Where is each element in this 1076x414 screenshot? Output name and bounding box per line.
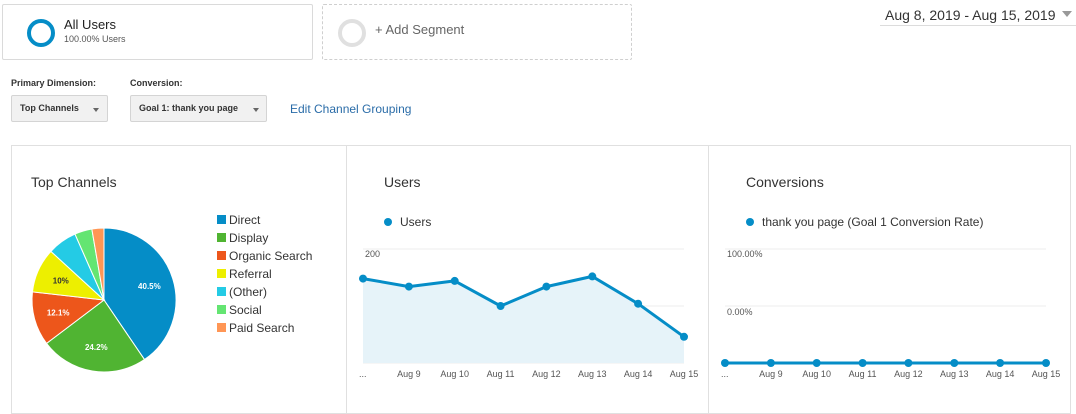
add-segment-button[interactable]: + Add Segment xyxy=(322,4,632,60)
legend-swatch xyxy=(217,269,226,278)
y-tick-label: 100.00% xyxy=(727,249,763,259)
legend-label: Direct xyxy=(229,213,261,227)
x-tick-label: Aug 10 xyxy=(802,369,831,379)
series-dot-icon xyxy=(746,218,754,226)
legend-label: Paid Search xyxy=(229,321,295,335)
primary-dimension-label: Primary Dimension: xyxy=(11,78,97,88)
primary-dimension-dropdown[interactable]: Top Channels xyxy=(11,95,108,122)
x-tick-label: Aug 13 xyxy=(940,369,969,379)
data-point xyxy=(766,359,775,367)
conversion-dropdown[interactable]: Goal 1: thank you page xyxy=(130,95,267,122)
segment-ring-icon xyxy=(27,19,55,47)
pie-slice xyxy=(45,299,146,373)
data-point xyxy=(496,302,505,310)
segment-placeholder-icon xyxy=(338,19,366,47)
legend-swatch xyxy=(217,305,226,314)
pie-slice-label: 40.5% xyxy=(138,282,161,291)
add-segment-label: + Add Segment xyxy=(375,22,465,37)
x-tick-label: Aug 15 xyxy=(670,369,699,379)
top-channels-panel: Top Channels 40.5% 24.2% 12.1% 10% Direct Di… xyxy=(11,145,347,414)
y-tick-label: 0.00% xyxy=(727,307,753,317)
data-point xyxy=(634,299,643,308)
legend-swatch xyxy=(217,287,226,296)
data-point xyxy=(904,359,913,367)
data-point xyxy=(404,282,413,291)
pie-slice-label: 24.2% xyxy=(85,343,108,352)
conversions-panel: Conversions thank you page (Goal 1 Conve… xyxy=(708,145,1071,414)
data-point xyxy=(812,359,821,367)
data-point xyxy=(858,359,867,367)
x-tick-label: Aug 11 xyxy=(849,369,877,379)
y-tick-label: 200 xyxy=(365,249,380,259)
series-name: thank you page (Goal 1 Conversion Rate) xyxy=(762,215,984,229)
legend-swatch xyxy=(217,323,226,332)
legend-label: Referral xyxy=(229,267,272,281)
x-tick-label: ... xyxy=(359,369,367,379)
data-point xyxy=(996,359,1005,367)
legend-swatch xyxy=(217,215,226,224)
x-tick-label: Aug 12 xyxy=(532,369,561,379)
data-point xyxy=(680,332,688,341)
chevron-down-icon xyxy=(253,108,259,112)
x-tick-label: Aug 12 xyxy=(894,369,923,379)
x-tick-label: ... xyxy=(721,369,729,379)
segment-percent: 100.00% Users xyxy=(64,34,126,44)
data-point xyxy=(721,359,729,367)
legend-swatch xyxy=(217,251,226,260)
conversions-chart: 100.00% 0.00%... Aug 9 Aug 10 Aug 11 Aug 12 Au… xyxy=(721,248,1061,379)
x-tick-label: Aug 14 xyxy=(986,369,1015,379)
legend-label: (Other) xyxy=(229,285,268,299)
data-point xyxy=(359,274,367,283)
pie-slice-label: 10% xyxy=(53,276,69,285)
series-line xyxy=(362,274,685,339)
date-range-text: Aug 8, 2019 - Aug 15, 2019 xyxy=(885,7,1056,23)
x-tick-label: Aug 9 xyxy=(759,369,783,379)
chevron-down-icon xyxy=(1062,11,1072,17)
segment-all-users[interactable]: All Users 100.00% Users xyxy=(2,4,313,60)
data-point xyxy=(542,282,551,291)
date-range-picker[interactable]: Aug 8, 2019 - Aug 15, 2019 xyxy=(880,6,1076,26)
conversion-label: Conversion: xyxy=(130,78,183,88)
primary-dimension-value: Top Channels xyxy=(20,103,79,113)
x-tick-label: Aug 10 xyxy=(440,369,469,379)
legend-label: Organic Search xyxy=(229,249,313,263)
x-tick-label: Aug 15 xyxy=(1032,369,1061,379)
legend-swatch xyxy=(217,233,226,242)
area-fill xyxy=(363,276,684,363)
data-point xyxy=(950,359,959,367)
panel-title: Top Channels xyxy=(31,174,117,190)
data-point xyxy=(450,276,459,285)
series-name: Users xyxy=(400,215,432,229)
legend-label: Social xyxy=(229,303,262,317)
panel-title: Users xyxy=(384,174,421,190)
legend-label: Display xyxy=(229,231,269,245)
pie-slice xyxy=(103,227,177,361)
x-tick-label: Aug 13 xyxy=(578,369,607,379)
pie-chart: 40.5% 24.2% 12.1% 10% xyxy=(31,227,177,373)
panel-title: Conversions xyxy=(746,174,824,190)
x-tick-label: Aug 11 xyxy=(487,369,515,379)
chevron-down-icon xyxy=(93,108,99,112)
pie-slice-label: 12.1% xyxy=(47,309,70,318)
conversion-value: Goal 1: thank you page xyxy=(139,103,239,113)
x-tick-label: Aug 9 xyxy=(397,369,421,379)
x-tick-label: Aug 14 xyxy=(624,369,653,379)
pie-slice xyxy=(91,227,105,301)
data-point xyxy=(588,272,597,281)
data-point xyxy=(1042,359,1050,367)
edit-channel-grouping-link[interactable]: Edit Channel Grouping xyxy=(290,102,412,116)
series-dot-icon xyxy=(384,218,392,226)
segment-name: All Users xyxy=(64,17,117,32)
